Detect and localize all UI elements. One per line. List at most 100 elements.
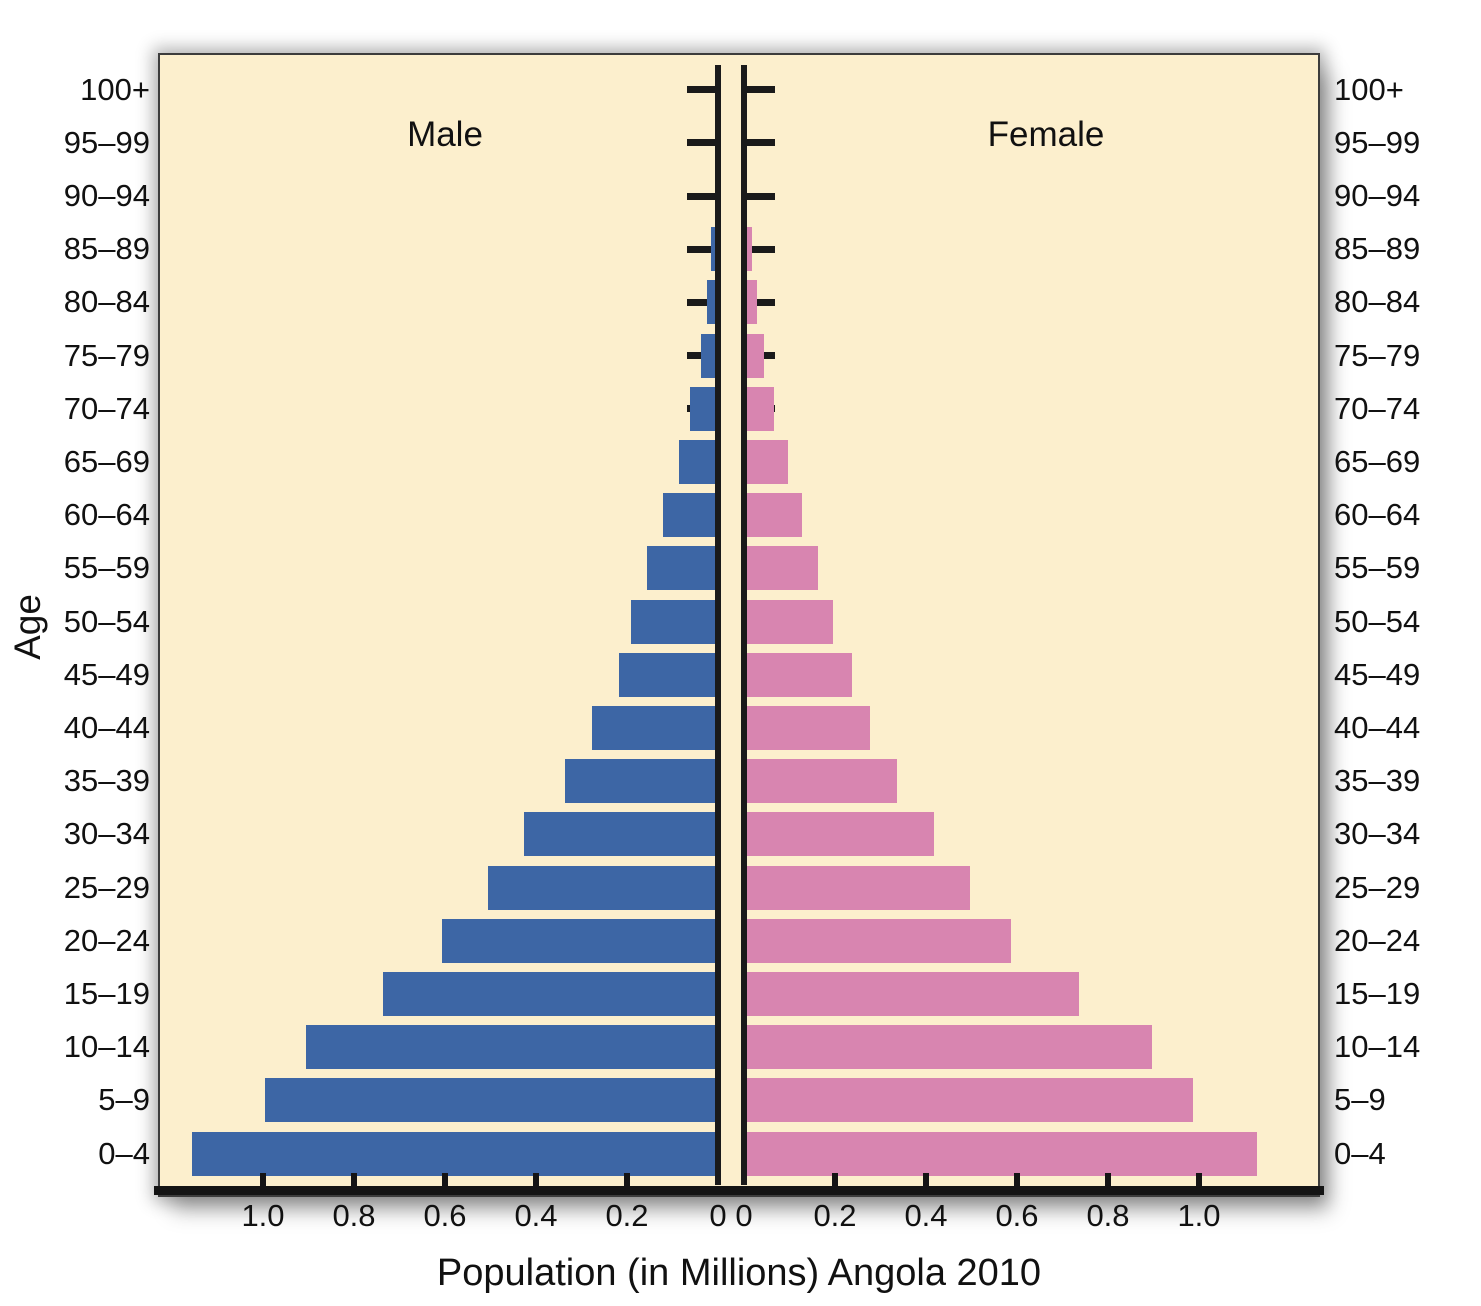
- male-bar-55–59: [646, 546, 715, 591]
- age-label-left-35–39: 35–39: [63, 763, 150, 799]
- x-axis-tick: [1196, 1173, 1202, 1186]
- female-bar-30–34: [747, 812, 934, 857]
- male-bar-40–44: [592, 706, 715, 750]
- age-label-right-0–4: 0–4: [1334, 1135, 1386, 1171]
- female-axis-row-tick: [744, 298, 775, 306]
- x-axis-tick: [442, 1173, 448, 1186]
- chart-title: Population (in Millions) Angola 2010: [436, 1252, 1042, 1294]
- age-label-left-75–79: 75–79: [63, 337, 150, 373]
- male-bar-70–74: [689, 386, 715, 431]
- female-bar-5–9: [747, 1078, 1193, 1123]
- x-tick-label-0.2: 0.2: [605, 1198, 649, 1233]
- male-bar-30–34: [523, 812, 715, 857]
- female-axis-row-tick: [744, 245, 775, 253]
- male-axis-row-tick: [687, 245, 718, 253]
- female-bar-25–29: [747, 865, 970, 910]
- age-label-left-70–74: 70–74: [63, 390, 150, 426]
- age-label-left-15–19: 15–19: [63, 976, 150, 1011]
- age-label-right-45–49: 45–49: [1334, 656, 1421, 692]
- male-axis-row-tick: [687, 139, 718, 147]
- female-bar-75–79: [747, 333, 765, 378]
- age-label-right-20–24: 20–24: [1334, 922, 1421, 958]
- age-label-left-20–24: 20–24: [63, 922, 150, 958]
- male-bar-45–49: [619, 652, 715, 697]
- age-label-right-30–34: 30–34: [1334, 816, 1421, 852]
- female-axis-row-tick: [744, 192, 775, 200]
- age-label-right-80–84: 80–84: [1334, 284, 1421, 320]
- age-label-left-60–64: 60–64: [63, 497, 150, 533]
- age-label-left-10–14: 10–14: [63, 1029, 150, 1065]
- female-bar-20–24: [747, 918, 1011, 963]
- female-bar-85–89: [747, 227, 753, 272]
- x-tick-label-0.8: 0.8: [1086, 1198, 1130, 1233]
- chart-panel: Male Female: [154, 55, 1324, 1195]
- age-label-right-100+: 100+: [1334, 71, 1404, 107]
- age-label-left-40–44: 40–44: [63, 710, 150, 745]
- age-label-left-45–49: 45–49: [63, 656, 150, 692]
- x-axis-tick: [1105, 1173, 1111, 1186]
- age-label-left-85–89: 85–89: [63, 231, 150, 267]
- male-bar-50–54: [630, 599, 715, 644]
- male-bar-5–9: [264, 1078, 715, 1123]
- female-zero-axis-line: [741, 65, 747, 1185]
- female-bar-80–84: [747, 280, 757, 325]
- age-label-left-25–29: 25–29: [63, 869, 150, 905]
- male-bar-0–4: [191, 1131, 715, 1176]
- male-bar-80–84: [706, 280, 715, 325]
- male-zero-axis-line: [715, 65, 721, 1185]
- x-tick-label-1.0: 1.0: [241, 1198, 285, 1233]
- male-axis-row-tick: [687, 298, 718, 306]
- female-bar-65–69: [747, 440, 788, 484]
- x-tick-label-1.0: 1.0: [1177, 1198, 1221, 1233]
- x-tick-label-0.6: 0.6: [995, 1198, 1039, 1233]
- x-tick-label-0.4: 0.4: [904, 1198, 948, 1233]
- x-tick-label-0.8: 0.8: [332, 1198, 376, 1233]
- age-label-right-50–54: 50–54: [1334, 603, 1421, 639]
- female-axis-row-tick: [744, 139, 775, 147]
- age-label-right-25–29: 25–29: [1334, 869, 1421, 905]
- female-bar-40–44: [747, 706, 870, 750]
- female-bar-60–64: [747, 493, 802, 538]
- age-label-right-85–89: 85–89: [1334, 231, 1421, 267]
- age-label-left-90–94: 90–94: [63, 178, 150, 213]
- x-axis-tick: [351, 1173, 357, 1186]
- age-label-right-55–59: 55–59: [1334, 550, 1421, 586]
- male-bar-35–39: [564, 759, 715, 804]
- age-label-right-70–74: 70–74: [1334, 390, 1421, 426]
- age-label-left-65–69: 65–69: [63, 444, 150, 479]
- x-tick-label-0: 0: [735, 1198, 753, 1233]
- age-label-right-95–99: 95–99: [1334, 124, 1421, 160]
- age-label-right-15–19: 15–19: [1334, 976, 1421, 1011]
- age-label-left-50–54: 50–54: [63, 603, 150, 639]
- age-label-right-75–79: 75–79: [1334, 337, 1421, 373]
- x-tick-label-0: 0: [709, 1198, 727, 1233]
- female-bar-10–14: [747, 1025, 1152, 1070]
- female-bar-15–19: [747, 972, 1080, 1016]
- age-label-right-5–9: 5–9: [1334, 1082, 1386, 1118]
- x-tick-label-0.6: 0.6: [423, 1198, 467, 1233]
- male-bar-65–69: [678, 440, 715, 484]
- male-axis-row-tick: [687, 86, 718, 94]
- age-label-left-5–9: 5–9: [98, 1082, 150, 1118]
- age-label-right-60–64: 60–64: [1334, 497, 1421, 533]
- male-bar-25–29: [487, 865, 715, 910]
- x-axis-tick: [832, 1173, 838, 1186]
- x-axis-tick: [1014, 1173, 1020, 1186]
- female-bar-70–74: [747, 386, 775, 431]
- x-tick-label-0.2: 0.2: [813, 1198, 857, 1233]
- female-axis-row-tick: [744, 86, 775, 94]
- age-label-left-95–99: 95–99: [63, 124, 150, 160]
- age-label-left-30–34: 30–34: [63, 816, 150, 852]
- age-label-left-80–84: 80–84: [63, 284, 150, 320]
- x-tick-label-0.4: 0.4: [514, 1198, 558, 1233]
- male-bar-20–24: [442, 918, 715, 963]
- male-bar-85–89: [711, 227, 715, 272]
- male-bar-10–14: [305, 1025, 715, 1070]
- female-bar-35–39: [747, 759, 898, 804]
- age-label-left-100+: 100+: [80, 71, 150, 107]
- female-series-label: Female: [987, 115, 1105, 154]
- x-axis-tick: [260, 1173, 266, 1186]
- age-label-right-40–44: 40–44: [1334, 710, 1421, 745]
- age-label-right-35–39: 35–39: [1334, 763, 1421, 799]
- female-bar-50–54: [747, 599, 834, 644]
